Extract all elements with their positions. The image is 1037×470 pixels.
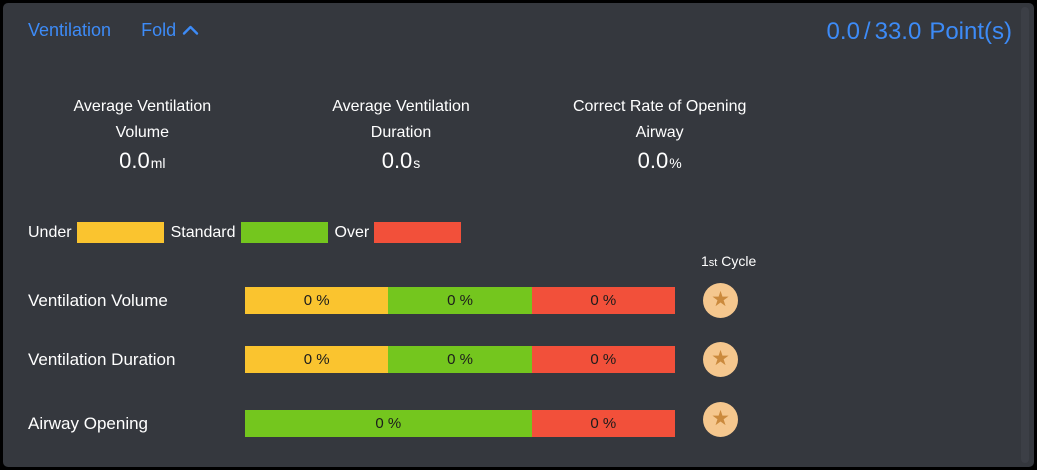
- row-label: Ventilation Duration: [28, 349, 176, 369]
- legend-label-under: Under: [28, 223, 72, 241]
- bar-segment-standard: 0 %: [388, 287, 532, 314]
- section-title: Ventilation: [28, 20, 112, 40]
- bar-segment-under: 0 %: [245, 346, 389, 373]
- chart-row-ventilation-duration: Ventilation Duration 0 % 0 % 0 % ★: [3, 342, 1034, 377]
- cycle-rating-badge: ★: [703, 283, 738, 318]
- legend-swatch-standard: [240, 222, 328, 243]
- legend: Under Standard Over: [28, 222, 468, 243]
- bar-segment-standard: 0 %: [388, 346, 532, 373]
- bar-segment-over: 0 %: [531, 346, 675, 373]
- scrollbar-track[interactable]: [1021, 7, 1029, 463]
- chevron-up-icon: [182, 25, 199, 35]
- stacked-bar: 0 % 0 % 0 %: [245, 287, 675, 314]
- stat-unit: s: [413, 155, 421, 171]
- legend-swatch-over: [374, 222, 462, 243]
- cycle-column-header: 1st Cycle: [701, 253, 756, 269]
- stat-label-line1: Average Ventilation: [332, 98, 470, 115]
- chart-row-airway-opening: Airway Opening 0 % 0 % ★: [3, 402, 1034, 437]
- score-earned: 0.0: [826, 18, 860, 45]
- stacked-bar: 0 % 0 %: [245, 410, 675, 437]
- stat-unit: %: [669, 155, 682, 171]
- fold-toggle[interactable]: Fold: [141, 20, 199, 41]
- score-display: 0.0/33.0 Point(s): [827, 18, 1012, 46]
- stat-unit: ml: [150, 155, 166, 171]
- stat-label-line1: Average Ventilation: [73, 98, 212, 115]
- bar-segment-over: 0 %: [531, 287, 675, 314]
- stacked-bar: 0 % 0 % 0 %: [245, 346, 675, 373]
- cycle-number: 1: [701, 253, 709, 269]
- star-icon: ★: [711, 346, 730, 370]
- bar-segment-over: 0 %: [531, 410, 675, 437]
- chart-row-ventilation-volume: Ventilation Volume 0 % 0 % 0 % ★: [3, 283, 1034, 318]
- bar-segment-under: 0 %: [245, 287, 389, 314]
- legend-swatch-under: [76, 222, 164, 243]
- header-left: Ventilation Fold: [28, 20, 199, 41]
- stat-value: 0.0%: [637, 148, 682, 173]
- cycle-ordinal: st: [708, 257, 718, 269]
- row-label: Ventilation Volume: [28, 290, 168, 310]
- bar-segment-standard: 0 %: [245, 410, 532, 437]
- panel-header: Ventilation Fold 0.0/33.0 Point(s): [28, 18, 1012, 46]
- stat-value: 0.0ml: [119, 148, 166, 173]
- row-label: Airway Opening: [28, 413, 149, 433]
- stat-label-line2: Volume: [115, 124, 170, 141]
- star-icon: ★: [711, 287, 730, 311]
- cycle-rating-badge: ★: [703, 342, 738, 377]
- star-icon: ★: [711, 406, 730, 430]
- stat-label-line2: Duration: [370, 124, 432, 141]
- stat-value: 0.0s: [381, 148, 421, 173]
- legend-label-over: Over: [334, 223, 370, 241]
- score-separator: /: [863, 18, 871, 45]
- score-total: 33.0: [874, 18, 922, 45]
- summary-stats: Average Ventilation Volume 0.0ml Average…: [13, 94, 789, 177]
- stat-label-line2: Airway: [635, 124, 684, 141]
- fold-label: Fold: [141, 20, 177, 40]
- stat-average-ventilation-duration: Average Ventilation Duration 0.0s: [272, 94, 531, 177]
- cycle-label: Cycle: [717, 253, 757, 269]
- stat-correct-rate-opening-airway: Correct Rate of Opening Airway 0.0%: [530, 94, 789, 177]
- stat-label-line1: Correct Rate of Opening: [572, 98, 747, 115]
- score-unit: Point(s): [929, 18, 1012, 45]
- stat-average-ventilation-volume: Average Ventilation Volume 0.0ml: [13, 94, 272, 177]
- legend-label-standard: Standard: [170, 223, 236, 241]
- cycle-rating-badge: ★: [703, 402, 738, 437]
